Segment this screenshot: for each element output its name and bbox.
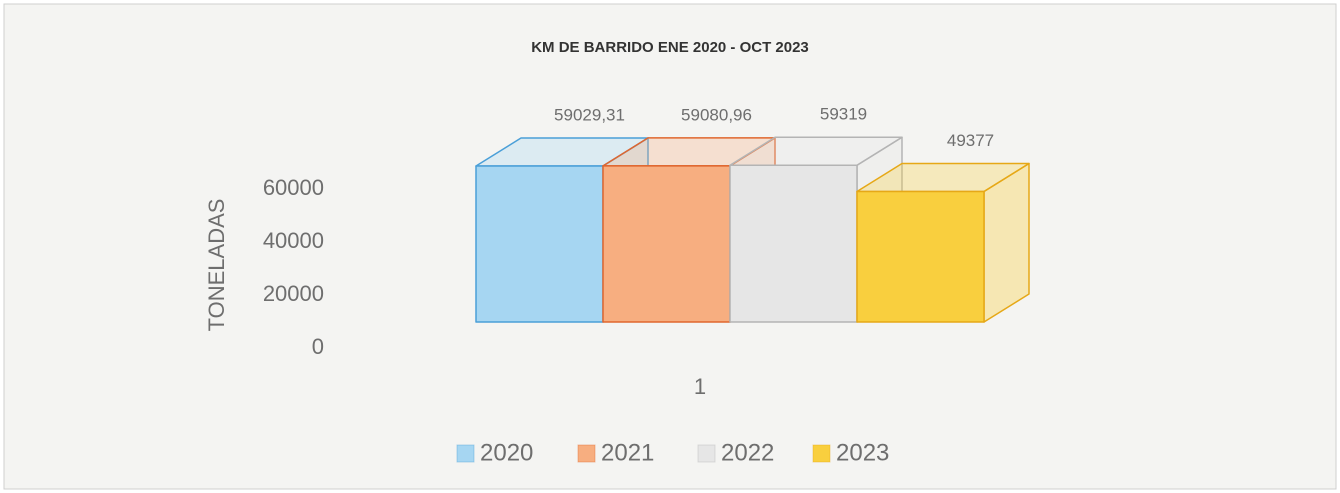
legend-swatch <box>577 444 596 463</box>
bar <box>475 165 604 323</box>
data-label: 59029,31 <box>554 105 625 124</box>
chart-title: KM DE BARRIDO ENE 2020 - OCT 2023 <box>531 39 809 56</box>
data-label: 59319 <box>820 105 867 124</box>
legend-swatch <box>812 444 831 463</box>
legend-label: 2021 <box>601 439 654 466</box>
y-tick-label: 0 <box>312 334 324 359</box>
y-tick-label: 40000 <box>263 228 324 253</box>
legend-swatch <box>456 444 475 463</box>
y-tick-label: 20000 <box>263 281 324 306</box>
y-tick-label: 60000 <box>263 175 324 200</box>
bar <box>729 164 858 323</box>
legend-label: 2022 <box>721 439 774 466</box>
bar <box>856 190 985 323</box>
bar <box>602 165 731 323</box>
legend-label: 2020 <box>480 439 533 466</box>
legend-label: 2023 <box>836 439 889 466</box>
data-label: 49377 <box>947 131 994 150</box>
legend-swatch <box>697 444 716 463</box>
data-label: 59080,96 <box>681 105 752 124</box>
x-tick-label: 1 <box>694 374 706 399</box>
y-axis-label: TONELADAS <box>204 199 229 332</box>
